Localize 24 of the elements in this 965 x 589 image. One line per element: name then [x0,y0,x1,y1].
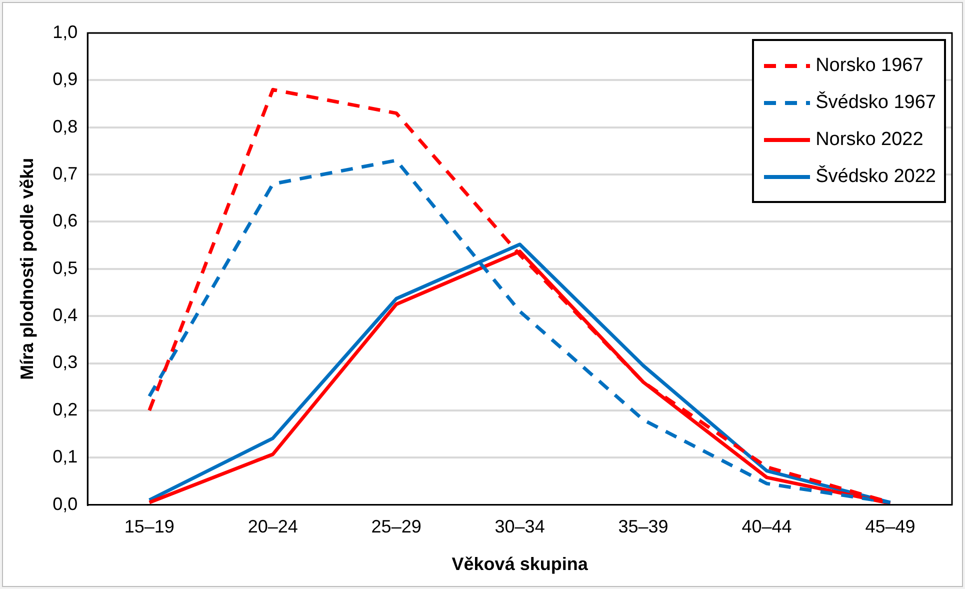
y-tick-label: 1,0 [52,22,78,42]
legend-label: Norsko 1967 [816,54,924,76]
legend-label: Švédsko 1967 [816,92,936,114]
y-tick-label: 0,8 [52,116,78,136]
x-tick-label: 45–49 [865,516,916,537]
y-tick-label: 0,1 [52,446,78,467]
y-tick-label: 0,7 [52,164,78,184]
x-axis-title: Věková skupina [452,554,589,574]
x-tick-label: 40–44 [742,516,792,537]
y-tick-label: 0,4 [52,305,78,326]
x-tick-label: 25–29 [371,516,422,537]
y-tick-label: 0,0 [52,494,78,514]
y-axis-title: Míra plodnosti podle věku [16,158,37,380]
y-tick-label: 0,9 [52,69,78,90]
y-tick-label: 0,6 [52,210,78,231]
x-tick-label: 35–39 [618,516,668,537]
x-tick-label: 20–24 [248,516,298,537]
y-tick-label: 0,5 [52,258,78,278]
y-tick-label: 0,2 [52,399,78,420]
legend-label: Norsko 2022 [816,128,924,150]
x-tick-label: 30–34 [494,516,545,537]
legend-label: Švédsko 2022 [816,166,936,188]
y-tick-label: 0,3 [52,352,78,372]
x-tick-label: 15–19 [124,516,174,537]
